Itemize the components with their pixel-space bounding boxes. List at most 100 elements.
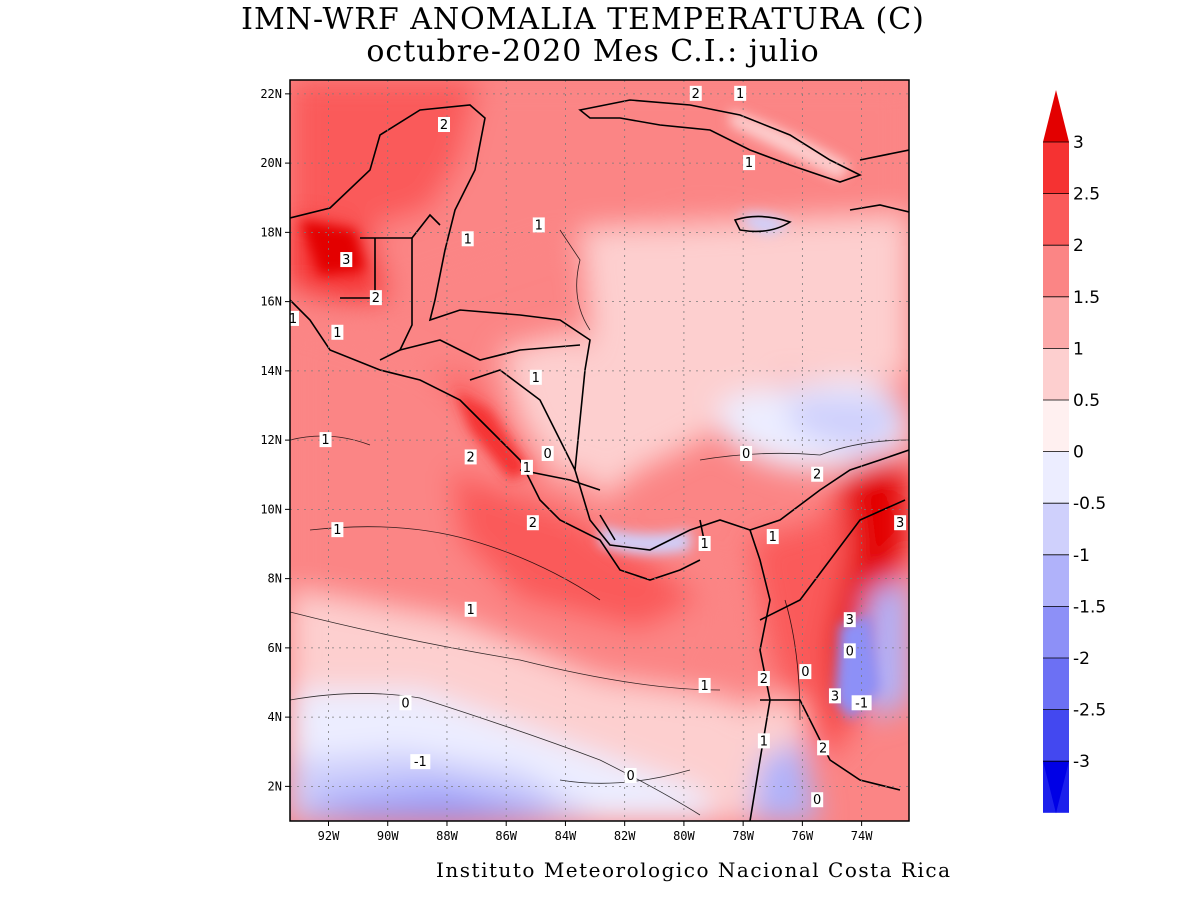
- contour-label: 1: [736, 87, 744, 102]
- contour-label: 2: [760, 672, 768, 687]
- contour-label: 1: [467, 603, 475, 618]
- colorbar-label: -2.5: [1073, 701, 1106, 721]
- contour-label-box: [319, 432, 332, 448]
- colorbar-label: -1.5: [1073, 597, 1106, 617]
- contour-label: 0: [742, 447, 750, 462]
- lon-tick-label: 92W: [318, 829, 340, 843]
- contour-label: 2: [440, 118, 448, 133]
- colorbar-label: -2: [1073, 649, 1090, 669]
- contour-label-box: [817, 740, 830, 756]
- lon-tick-label: 84W: [555, 829, 577, 843]
- lat-tick-label: 8N: [268, 572, 282, 586]
- contour-label: 1: [760, 734, 768, 749]
- contour-label: 3: [896, 516, 904, 531]
- colorbar-label: 1.5: [1073, 288, 1100, 308]
- lat-tick-label: 14N: [260, 364, 282, 378]
- contour-label-box: [740, 445, 753, 461]
- contour-label-box: [369, 290, 382, 306]
- contour-label-box: [464, 601, 477, 617]
- contour-label-box: [843, 643, 856, 659]
- contour-label: 2: [529, 516, 537, 531]
- contour-label-box: [924, 377, 936, 392]
- title-line-1: IMN-WRF ANOMALIA TEMPERATURA (C): [241, 2, 925, 37]
- contour-label: 0: [544, 447, 552, 462]
- contour-label: 1: [745, 156, 753, 171]
- colorbar-swatch: [1043, 554, 1069, 607]
- contour-label-box: [698, 535, 711, 551]
- lat-tick-label: 16N: [260, 295, 282, 309]
- contour-label: 2: [819, 741, 827, 756]
- lon-tick-label: 86W: [495, 829, 517, 843]
- lat-tick-label: 20N: [260, 156, 282, 170]
- contour-label: 2: [372, 291, 380, 306]
- contour-label-box: [698, 677, 711, 693]
- contour-label: 2: [467, 450, 475, 465]
- contour-label: 3: [342, 253, 350, 268]
- lon-tick-label: 88W: [436, 829, 458, 843]
- contour-label-box: [843, 612, 856, 628]
- contour-label-box: [520, 459, 533, 475]
- contour-label: 1: [464, 232, 472, 247]
- colorbar-label: 0: [1073, 443, 1084, 463]
- contour-label: 1: [701, 537, 709, 552]
- contour-label-box: [894, 515, 907, 531]
- colorbar-bottom-arrow: [1043, 761, 1069, 814]
- contour-label: -1: [414, 755, 427, 770]
- map-frame: [289, 79, 910, 822]
- lat-tick-label: 10N: [260, 502, 282, 516]
- lon-tick-label: 74W: [851, 829, 873, 843]
- colorbar-label: -3: [1073, 752, 1090, 772]
- colorbar-swatch: [1043, 296, 1069, 349]
- colorbar-swatch: [1043, 142, 1069, 194]
- contour-label-box: [532, 217, 545, 233]
- colorbar-label: -0.5: [1073, 494, 1106, 514]
- contour-label: 1: [523, 461, 531, 476]
- contour-label-box: [766, 529, 779, 545]
- lat-tick-label: 18N: [260, 225, 282, 239]
- credit-text: Instituto Meteorologico Nacional Costa R…: [436, 858, 952, 882]
- lon-tick-label: 80W: [673, 829, 695, 843]
- graticule: [290, 80, 909, 821]
- contour-label: 1: [333, 523, 341, 538]
- colorbar-label: -1: [1073, 546, 1090, 566]
- longitude-axis: 92W 90W 88W 86W 84W 82W 80W 78W 76W 74W: [318, 821, 873, 843]
- contour-label-box: [624, 767, 637, 783]
- contour-label-box: [811, 466, 824, 482]
- colorbar: 3 2.5 2 1.5 1 0.5 0 -0.5 -1 -1.5 -2 -2.5 -3: [1043, 90, 1106, 814]
- contour-label-box: [799, 664, 812, 680]
- colorbar-swatch: [1043, 400, 1069, 452]
- contour-label-box: [340, 252, 353, 268]
- contour-label-box: [541, 445, 554, 461]
- contour-label-box: [743, 155, 756, 171]
- lon-tick-label: 90W: [377, 829, 399, 843]
- colorbar-swatch: [1043, 348, 1069, 400]
- contour-label: 1: [532, 371, 540, 386]
- lon-tick-label: 78W: [732, 829, 754, 843]
- contour-label-box: [290, 310, 299, 326]
- contour-label: 1: [333, 326, 341, 341]
- contour-label-box: [689, 85, 702, 101]
- colorbar-swatch: [1043, 503, 1069, 555]
- contour-label: -1: [855, 696, 868, 711]
- contour-label: 0: [801, 665, 809, 680]
- contour-label: 0: [926, 378, 934, 393]
- colorbar-label: 0.5: [1073, 391, 1100, 411]
- contour-label: 1: [321, 433, 329, 448]
- contour-label-box: [734, 85, 747, 101]
- lat-tick-label: 2N: [268, 779, 282, 793]
- contour-label-box: [811, 792, 824, 808]
- contour-label: 1: [535, 218, 543, 233]
- lat-tick-label: 6N: [268, 641, 282, 655]
- contour-label-box: [461, 231, 474, 247]
- lat-tick-label: 22N: [260, 87, 282, 101]
- contour-label-box: [464, 449, 477, 465]
- colorbar-swatch: [1043, 658, 1069, 710]
- contour-label-box: [757, 733, 770, 749]
- contour-label-box: [331, 522, 344, 538]
- contour-label-box: [757, 671, 770, 687]
- contour-label: 2: [692, 87, 700, 102]
- colorbar-swatch: [1043, 709, 1069, 762]
